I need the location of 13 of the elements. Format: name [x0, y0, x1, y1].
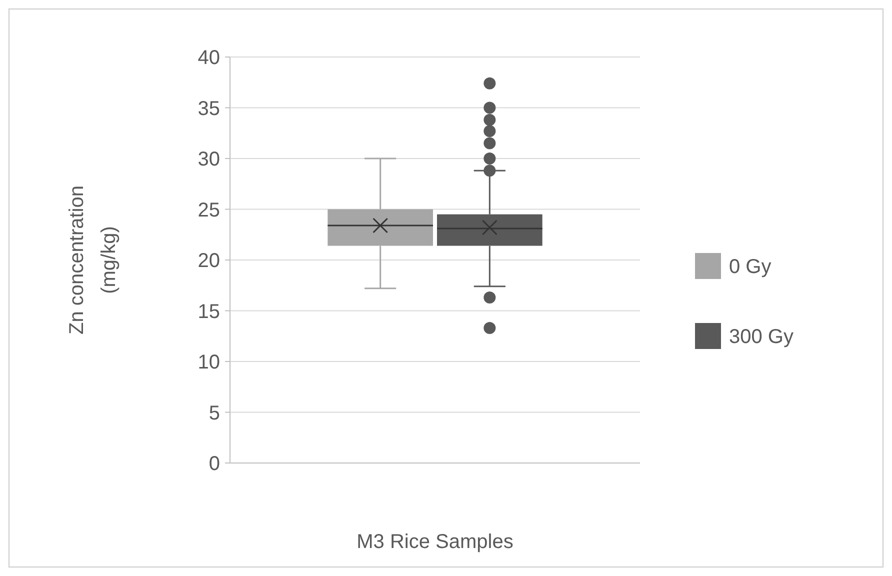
- y-tick-label: 10: [198, 352, 220, 374]
- y-tick-label: 30: [198, 148, 220, 170]
- legend-label: 0 Gy: [729, 256, 772, 278]
- y-tick-label: 0: [208, 453, 220, 475]
- y-tick-label: 5: [208, 402, 220, 424]
- y-tick-label: 20: [198, 250, 220, 272]
- y-tick-label: 25: [198, 199, 220, 222]
- y-tick-label: 15: [198, 300, 220, 323]
- y-tick-label: 40: [198, 47, 220, 69]
- legend-label: 300 Gy: [729, 326, 794, 348]
- x-axis-title: M3 Rice Samples: [356, 531, 514, 553]
- y-axis-title: Zn concentration (mg/kg): [66, 186, 120, 334]
- y-tick-label: 35: [198, 98, 220, 120]
